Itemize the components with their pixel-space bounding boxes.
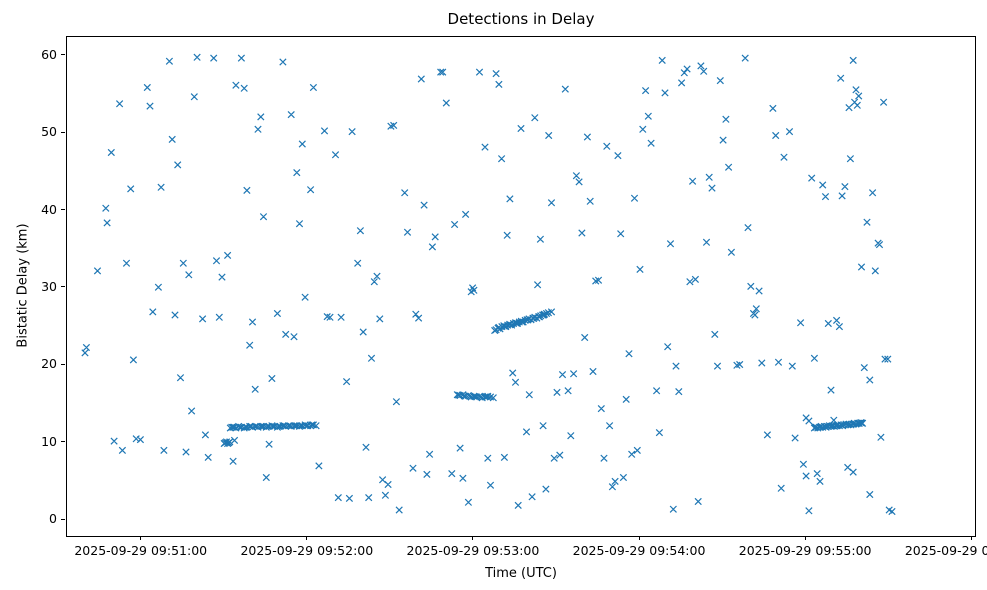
x-markers	[81, 53, 896, 516]
y-tick-label: 0	[49, 511, 57, 527]
x-tick-mark	[804, 536, 806, 540]
x-tick-label: 2025-09-29 09:54:00	[572, 543, 706, 558]
x-tick-mark	[306, 536, 308, 540]
x-axis-label: Time (UTC)	[485, 566, 557, 581]
plot-area	[66, 36, 976, 537]
x-tick-mark	[472, 536, 474, 540]
y-tick-mark	[61, 518, 65, 520]
y-tick-label: 60	[41, 46, 57, 62]
x-tick-label: 2025-09-29 09:51:00	[74, 543, 208, 558]
y-tick-label: 30	[41, 278, 57, 294]
y-tick-mark	[61, 209, 65, 211]
x-tick-label: 2025-09-29 09:53:00	[406, 543, 540, 558]
x-tick-mark	[970, 536, 972, 540]
x-tick-label: 2025-09-29 09:55:00	[738, 543, 872, 558]
y-tick-label: 50	[41, 124, 57, 140]
x-tick-mark	[140, 536, 142, 540]
y-tick-label: 20	[41, 356, 57, 372]
y-tick-label: 40	[41, 201, 57, 217]
x-tick-mark	[638, 536, 640, 540]
y-tick-mark	[61, 131, 65, 133]
y-tick-mark	[61, 363, 65, 365]
x-tick-label: 2025-09-29 09:56:00	[904, 543, 987, 558]
chart-title: Detections in Delay	[447, 10, 595, 28]
y-tick-mark	[61, 286, 65, 288]
y-tick-label: 10	[41, 433, 57, 449]
scatter-points	[81, 53, 896, 516]
x-tick-label: 2025-09-29 09:52:00	[240, 543, 374, 558]
y-tick-mark	[61, 54, 65, 56]
y-tick-mark	[61, 441, 65, 443]
